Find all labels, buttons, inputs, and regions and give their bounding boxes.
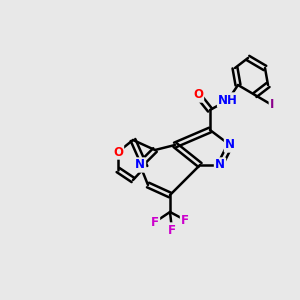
Text: I: I <box>270 98 274 112</box>
Text: O: O <box>193 88 203 101</box>
Text: F: F <box>151 215 159 229</box>
Text: O: O <box>113 146 123 158</box>
Text: NH: NH <box>218 94 238 106</box>
Text: F: F <box>168 224 176 236</box>
Text: N: N <box>225 139 235 152</box>
Text: F: F <box>181 214 189 226</box>
Text: N: N <box>135 158 145 172</box>
Text: N: N <box>215 158 225 172</box>
